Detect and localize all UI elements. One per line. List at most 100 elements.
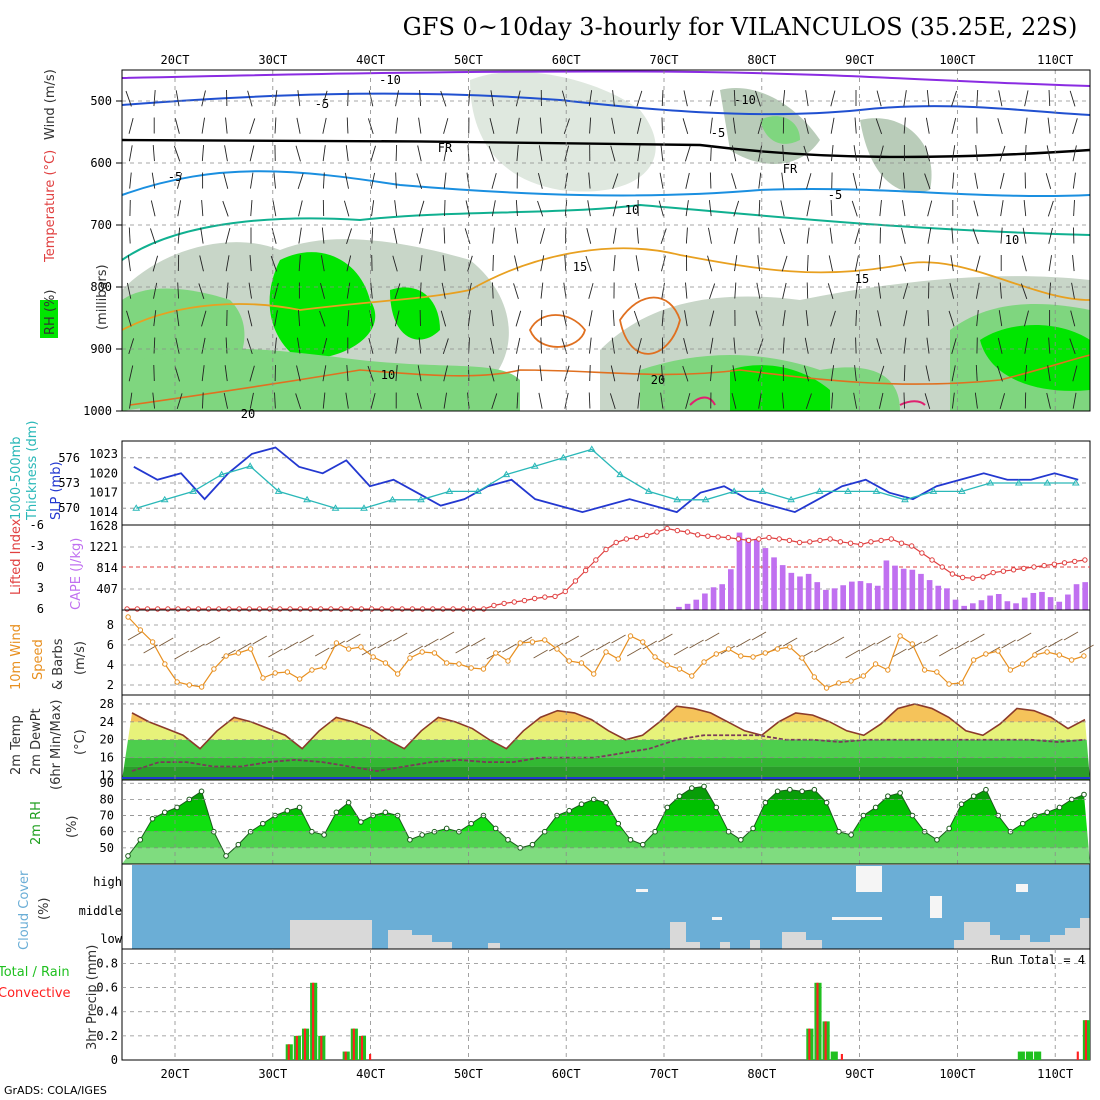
wind10-barb [283,641,299,651]
rh-tick-label: 50 [100,841,114,855]
wind-barb [395,90,399,107]
wind10-label-d: (m/s) [73,641,88,675]
wind-barb [999,393,1006,409]
thickness-line-marker [957,487,966,494]
wind10-barb [455,644,470,654]
wind-barb [1047,117,1051,134]
wind-barb [926,337,930,354]
wind-barb [491,393,498,410]
rh-point [934,836,940,843]
wind-barb [173,145,181,162]
wind-barb [201,145,205,162]
wind-barb [1023,200,1027,217]
wind-barb [443,145,448,162]
wind10-speed-line-marker [162,661,168,667]
lifted-index-line-marker [450,606,456,612]
wind-barb [685,200,689,217]
lifted-index-line-marker [460,606,467,612]
lifted-index-line-marker [786,537,793,544]
wind10-barb [314,647,330,657]
wind-barb [878,392,884,409]
wind-barb [755,90,761,107]
wind-barb [1070,310,1076,327]
wind-barb [443,392,447,409]
wind-barb [951,145,956,162]
thickness-line-marker [303,495,311,503]
wind-barb [876,90,882,107]
wind10-speed-line-marker [198,684,205,690]
wind-barb [150,228,156,245]
wind-barb [129,199,131,217]
mid-cloud-block [712,917,722,920]
temp2m-panel: 28 24 20 16 12 2m Temp 2m DewPt (6hr Min/Max… [9,694,1091,790]
wind10-speed-line-marker [676,666,683,672]
wind10-speed-line-marker [885,667,891,673]
wind-barb [855,337,857,354]
precip-bar-convective [312,982,315,1060]
cape-bar [1073,584,1080,610]
wind-barb [637,365,641,382]
wind-barb [685,172,690,189]
rh-point [468,820,474,827]
cloud-background [132,865,1090,949]
precip-bar-convective [360,1035,364,1060]
lifted-index-line-marker [328,606,334,612]
wind-barb [346,282,351,299]
wind-barb [637,392,641,409]
wind10-speed-line-marker [309,667,315,673]
wind10-label-a: 10m Wind [9,624,24,690]
x-top-label: 50CT [454,53,483,67]
precip-label-c: 3hr Precip (mm) [85,945,100,1050]
rh-point [407,836,413,843]
wind10-barb [736,638,751,648]
isotherm [121,247,1091,331]
wind-barb [827,283,834,299]
rh-point [738,836,744,843]
wind10-tick-label: 6 [107,638,114,652]
pressure-tick-label: 500 [90,94,112,108]
x-top-label: 100CT [939,53,975,67]
wind10-speed-line-marker [909,641,916,647]
wind-barb [419,255,423,272]
wind10-speed-line-marker [664,662,670,668]
wind-barb [637,172,640,189]
wind-barb [853,392,858,409]
slp-tick-label: 1014 [89,505,118,519]
footer-credit: GrADS: COLA/IGES [4,1084,107,1097]
wind-barb [226,282,229,299]
wind-barb [782,310,786,327]
precip-bar-convective [369,1053,372,1060]
lifted-index-line-marker [440,606,446,612]
wind-barb [636,338,642,354]
wind10-barb [158,637,174,647]
rh-point [946,825,952,832]
contour-label: -5 [315,97,329,111]
wind-barb [708,227,712,244]
contour-label: 20 [651,373,665,387]
thickness-line-marker [502,470,511,478]
wind10-barb [658,633,673,643]
pressure-ticks: 500 600 700 800 900 1000 [83,94,122,418]
wind-barb [951,227,954,244]
wind-barb [226,309,228,327]
wind-barb [1047,200,1054,217]
wind-axis-label: Wind (m/s) [43,69,58,140]
wind-barb [346,228,352,245]
rh-point [321,832,327,838]
wind10-speed-line-marker [995,648,1001,654]
cape-bar [805,573,812,610]
wind-barb [371,227,374,244]
wind10-speed-line-marker [542,637,548,643]
wind-barb [489,117,495,134]
rh-band [122,815,1090,832]
wind10-speed-line-marker [1044,649,1050,655]
thickness-line-marker [132,504,141,511]
wind-barb [661,282,665,299]
lifted-index-line-marker [603,546,609,553]
lifted-index-line-marker [898,540,905,546]
wind10-barb [346,633,361,643]
wind10-barb [205,636,221,646]
wind-barb [153,337,156,354]
precip-bar-total [830,1051,838,1060]
thickness-line-marker [331,504,340,511]
